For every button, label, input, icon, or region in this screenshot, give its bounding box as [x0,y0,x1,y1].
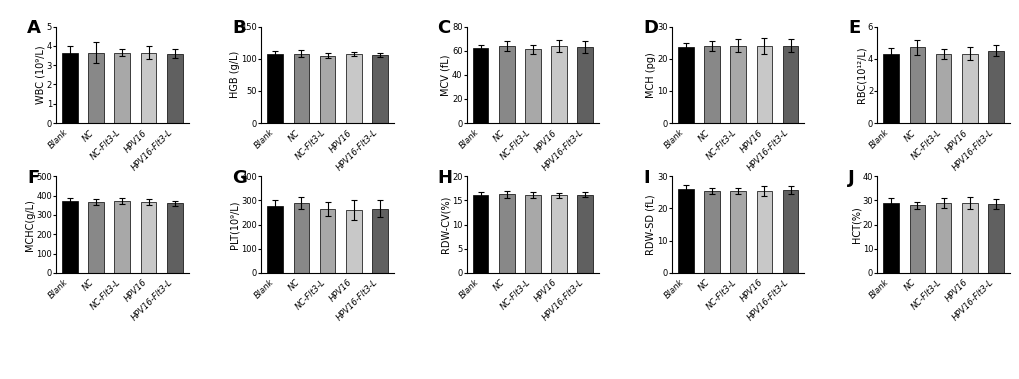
Bar [730,191,745,273]
Bar [267,206,283,273]
Bar [62,53,77,123]
Bar [909,47,924,123]
Bar [114,53,130,123]
Text: F: F [26,169,39,186]
Bar [472,195,488,273]
Bar [114,201,130,273]
Bar [472,48,488,123]
Bar [934,203,951,273]
Bar [961,54,976,123]
Bar [961,203,976,273]
Bar [372,209,387,273]
Y-axis label: MCV (fL): MCV (fL) [440,54,450,96]
Bar [89,53,104,123]
Y-axis label: RDW-CV(%): RDW-CV(%) [440,196,450,253]
Text: C: C [437,19,450,37]
Bar [167,53,182,123]
Bar [525,50,540,123]
Text: D: D [642,19,657,37]
Bar [987,204,1003,273]
Text: B: B [232,19,246,37]
Bar [372,55,387,123]
Y-axis label: HGB (g/L): HGB (g/L) [230,51,239,99]
Bar [293,53,309,123]
Bar [498,46,515,123]
Bar [934,54,951,123]
Text: G: G [232,169,247,186]
Bar [678,47,693,123]
Bar [498,194,515,273]
Bar [882,203,898,273]
Bar [577,195,593,273]
Bar [550,195,567,273]
Text: H: H [437,169,452,186]
Y-axis label: WBC (10⁹/L): WBC (10⁹/L) [35,45,45,104]
Text: E: E [848,19,860,37]
Text: I: I [642,169,649,186]
Y-axis label: HCT(%): HCT(%) [850,206,860,243]
Bar [678,189,693,273]
Bar [987,51,1003,123]
Y-axis label: PLT(10⁹/L): PLT(10⁹/L) [229,200,239,249]
Bar [167,203,182,273]
Bar [141,202,156,273]
Bar [703,191,719,273]
Text: A: A [26,19,41,37]
Bar [730,46,745,123]
Y-axis label: MCH (pg): MCH (pg) [645,52,655,98]
Y-axis label: RBC(10¹²/L): RBC(10¹²/L) [856,47,865,103]
Bar [62,201,77,273]
Bar [756,191,771,273]
Bar [703,46,719,123]
Bar [756,46,771,123]
Bar [141,53,156,123]
Bar [89,202,104,273]
Bar [525,195,540,273]
Bar [345,210,362,273]
Bar [267,54,283,123]
Bar [782,46,798,123]
Y-axis label: MCHC(g/L): MCHC(g/L) [24,199,35,251]
Bar [550,46,567,123]
Text: J: J [848,169,854,186]
Bar [577,47,593,123]
Bar [782,190,798,273]
Bar [320,55,335,123]
Y-axis label: RDW-SD (fL): RDW-SD (fL) [645,194,655,255]
Bar [293,203,309,273]
Bar [320,209,335,273]
Bar [909,205,924,273]
Bar [345,54,362,123]
Bar [882,54,898,123]
